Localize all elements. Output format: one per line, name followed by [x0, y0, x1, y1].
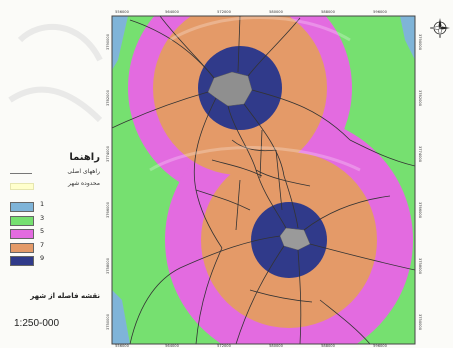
grid-label-right: 3750000	[418, 314, 422, 331]
grid-labels-left: 3790000 3782000 3774000 3766000 3758000 37500…	[106, 33, 110, 330]
grid-label-right: 3766000	[418, 202, 422, 219]
class-label: 1	[40, 200, 45, 208]
class-swatch	[10, 256, 34, 266]
grid-label-bottom: 556000	[115, 344, 129, 348]
background-watermark	[8, 24, 103, 123]
grid-label-top: 596000	[373, 10, 387, 14]
legend-boundary-entry: محدوده شهر	[8, 180, 100, 190]
grid-label-left: 3750000	[106, 313, 110, 330]
grid-label-top: 564000	[165, 10, 179, 14]
legend-boundary-label: محدوده شهر	[68, 180, 100, 187]
grid-label-top: 572000	[217, 10, 231, 14]
grid-labels-top: 556000 564000 572000 580000 588000 596000	[115, 10, 387, 14]
legend-road-entry: راههای اصلی	[8, 168, 100, 178]
scale-text: 1:250-000	[14, 318, 60, 329]
grid-label-bottom: 588000	[321, 344, 335, 348]
grid-label-right: 3790000	[418, 34, 422, 51]
grid-label-right: 3758000	[418, 258, 422, 275]
road-network	[112, 16, 415, 344]
grid-label-left: 3766000	[106, 201, 110, 218]
class-swatch	[10, 242, 34, 253]
grid-label-left: 3774000	[106, 145, 110, 162]
north-arrow-icon	[430, 18, 450, 38]
road-line-swatch	[10, 173, 32, 174]
class-swatch	[10, 202, 34, 212]
watermark-arcs	[149, 16, 361, 172]
grid-label-top: 588000	[321, 10, 335, 14]
grid-label-bottom: 564000	[165, 344, 179, 348]
grid-label-bottom: 580000	[269, 344, 283, 348]
class-swatch	[10, 215, 34, 226]
grid-label-top: 556000	[115, 10, 129, 14]
class-label: 5	[40, 227, 45, 235]
legend-road-label: راههای اصلی	[67, 168, 100, 175]
grid-label-left: 3758000	[106, 257, 110, 274]
grid-label-bottom: 596000	[373, 344, 387, 348]
grid-label-top: 580000	[269, 10, 283, 14]
class-label: 9	[40, 254, 45, 262]
class-label: 7	[40, 240, 45, 249]
map-title: نقشه فاصله از شهر	[30, 292, 100, 300]
legend-title: راهنما	[69, 152, 100, 163]
grid-labels-right: 3790000 3782000 3774000 3766000 3758000 37500…	[418, 34, 422, 331]
boundary-swatch	[10, 183, 34, 190]
grid-label-left: 3782000	[106, 89, 110, 106]
zone-class-1-topright	[400, 16, 415, 60]
map-canvas	[112, 16, 415, 344]
grid-labels-bottom: 556000 564000 572000 580000 588000 596000	[115, 344, 387, 348]
class-swatch	[10, 229, 34, 239]
grid-label-left: 3790000	[106, 33, 110, 50]
zone-class-1-topleft	[112, 16, 128, 70]
zone-class-1-bottomleft	[112, 290, 130, 344]
grid-label-right: 3782000	[418, 90, 422, 107]
map-neatline	[111, 15, 416, 345]
class-label: 3	[40, 213, 45, 222]
grid-label-right: 3774000	[418, 146, 422, 163]
grid-label-bottom: 572000	[217, 344, 231, 348]
